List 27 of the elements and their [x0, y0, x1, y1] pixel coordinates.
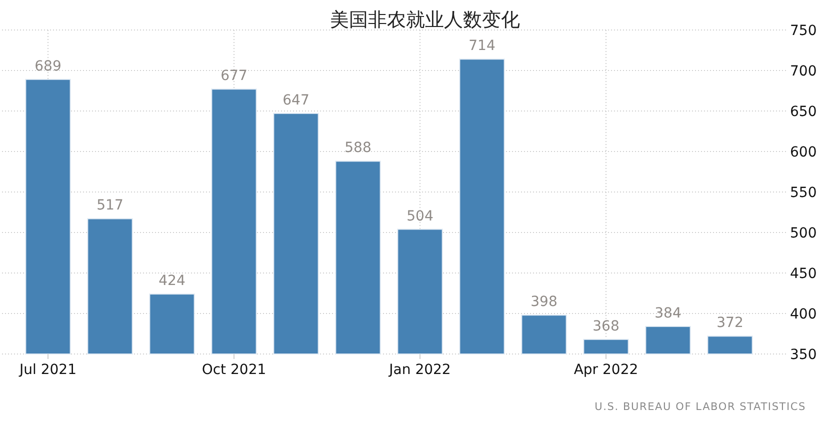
- y-tick-label: 700: [790, 64, 817, 80]
- data-label: 517: [96, 198, 124, 214]
- data-label: 504: [406, 208, 434, 224]
- y-tick-label: 450: [790, 266, 817, 282]
- y-tick-label: 650: [790, 104, 817, 120]
- y-tick-label: 550: [790, 185, 817, 201]
- data-label: 647: [282, 92, 310, 108]
- y-tick-label: 500: [790, 226, 817, 242]
- data-label: 677: [220, 68, 248, 84]
- y-tick-label: 400: [790, 306, 817, 322]
- data-label: 689: [34, 58, 62, 74]
- y-tick-label: 750: [790, 23, 817, 39]
- annotation: U.S. BUREAU OF LABOR STATISTICS: [594, 401, 806, 413]
- y-tick-label: 350: [790, 347, 817, 363]
- data-label: 714: [468, 38, 496, 54]
- data-label: 588: [344, 140, 372, 156]
- data-label: 424: [158, 273, 186, 290]
- y-tick-label: 600: [790, 144, 817, 160]
- x-tick-label: Apr 2022: [574, 362, 638, 378]
- data-label: 368: [592, 318, 620, 334]
- x-tick-label: Jul 2021: [20, 362, 76, 378]
- data-label: 372: [716, 315, 744, 332]
- x-tick-label: Oct 2021: [202, 362, 266, 378]
- x-tick-label: Jan 2022: [389, 362, 451, 378]
- title: 美国非农就业人数变化: [330, 9, 520, 31]
- data-label: 398: [530, 294, 558, 310]
- data-label: 384: [654, 305, 682, 322]
